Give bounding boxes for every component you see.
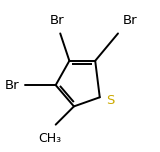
Text: S: S: [106, 94, 114, 107]
Text: Br: Br: [5, 79, 19, 92]
Text: CH₃: CH₃: [38, 132, 61, 145]
Text: Br: Br: [50, 14, 64, 27]
Text: Br: Br: [123, 14, 137, 27]
